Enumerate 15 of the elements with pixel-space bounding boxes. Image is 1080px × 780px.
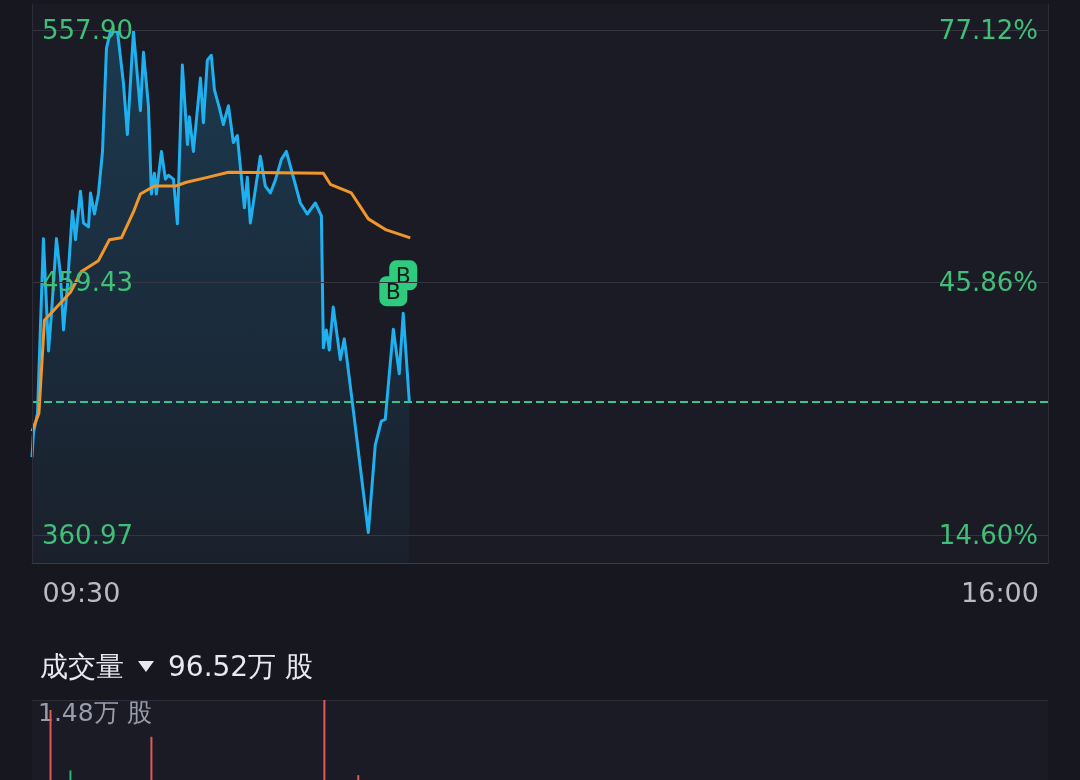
x-tick-label: 09:30 — [42, 577, 121, 608]
y-tick-label: 557.90 — [42, 14, 133, 45]
text: 96.52万 股 — [168, 649, 314, 685]
line-series — [30, 170, 412, 433]
x-tick-label: 16:00 — [961, 577, 1039, 608]
bar — [323, 700, 326, 780]
y2-tick-label: 77.12% — [938, 14, 1038, 45]
bar — [150, 736, 153, 780]
y2-tick-label: 14.60% — [938, 519, 1038, 550]
y-tick-label: 360.97 — [42, 519, 133, 550]
y2-tick-label: 45.86% — [938, 267, 1038, 298]
bar — [69, 770, 72, 780]
annotation: 1.48万 股 — [38, 698, 152, 727]
bar — [357, 775, 360, 780]
chart-title: 成交量 — [40, 649, 124, 685]
